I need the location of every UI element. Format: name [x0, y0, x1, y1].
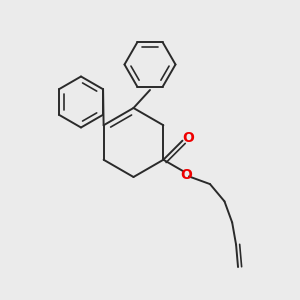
- Text: O: O: [181, 168, 192, 182]
- Text: O: O: [182, 131, 194, 145]
